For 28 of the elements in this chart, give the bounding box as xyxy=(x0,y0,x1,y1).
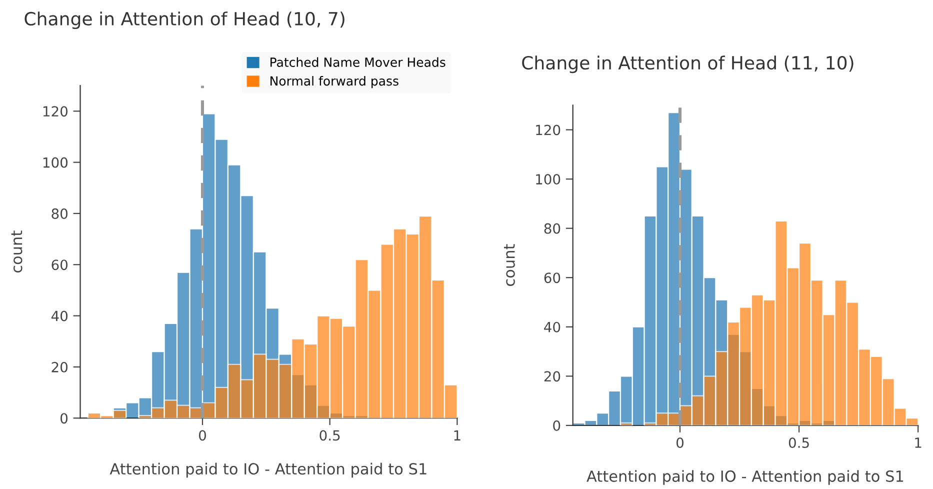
y-tick-label: 40 xyxy=(51,310,68,322)
y-tick-label: 0 xyxy=(553,420,560,431)
y-tick-label: 40 xyxy=(544,322,560,332)
legend-label: Normal forward pass xyxy=(270,76,398,88)
y-tick-label: 100 xyxy=(536,174,560,185)
y-tick-label: 0 xyxy=(60,413,68,424)
x-axis-title: Attention paid to IO - Attention paid to S1 xyxy=(110,462,426,478)
y-tick-label: 20 xyxy=(544,371,560,382)
y-tick-label: 60 xyxy=(544,272,560,284)
legend-label: Patched Name Mover Heads xyxy=(270,57,446,67)
x-tick-label: 0 xyxy=(198,430,206,441)
y-tick-label: 120 xyxy=(536,124,560,136)
y-tick-label: 80 xyxy=(52,208,68,219)
y-axis-title: count xyxy=(504,244,515,286)
x-tick-label: 0 xyxy=(676,437,684,448)
x-tick-label: 1 xyxy=(454,430,460,440)
y-tick-label: 120 xyxy=(43,106,68,117)
y-tick-label: 20 xyxy=(52,362,68,372)
y-axis-title: count xyxy=(11,230,22,273)
y-tick-label: 100 xyxy=(43,157,68,168)
chart-title: Change in Attention of Head (10, 7) xyxy=(24,12,344,30)
y-tick-label: 60 xyxy=(52,260,68,270)
y-tick-label: 80 xyxy=(544,223,560,234)
x-tick-label: 0.5 xyxy=(788,437,809,448)
x-tick-label: 0.5 xyxy=(320,430,340,441)
x-axis-title: Attention paid to IO - Attention paid to S1 xyxy=(586,470,904,485)
x-tick-label: 1 xyxy=(915,438,922,448)
chart-title: Change in Attention of Head (11, 10) xyxy=(522,56,854,74)
